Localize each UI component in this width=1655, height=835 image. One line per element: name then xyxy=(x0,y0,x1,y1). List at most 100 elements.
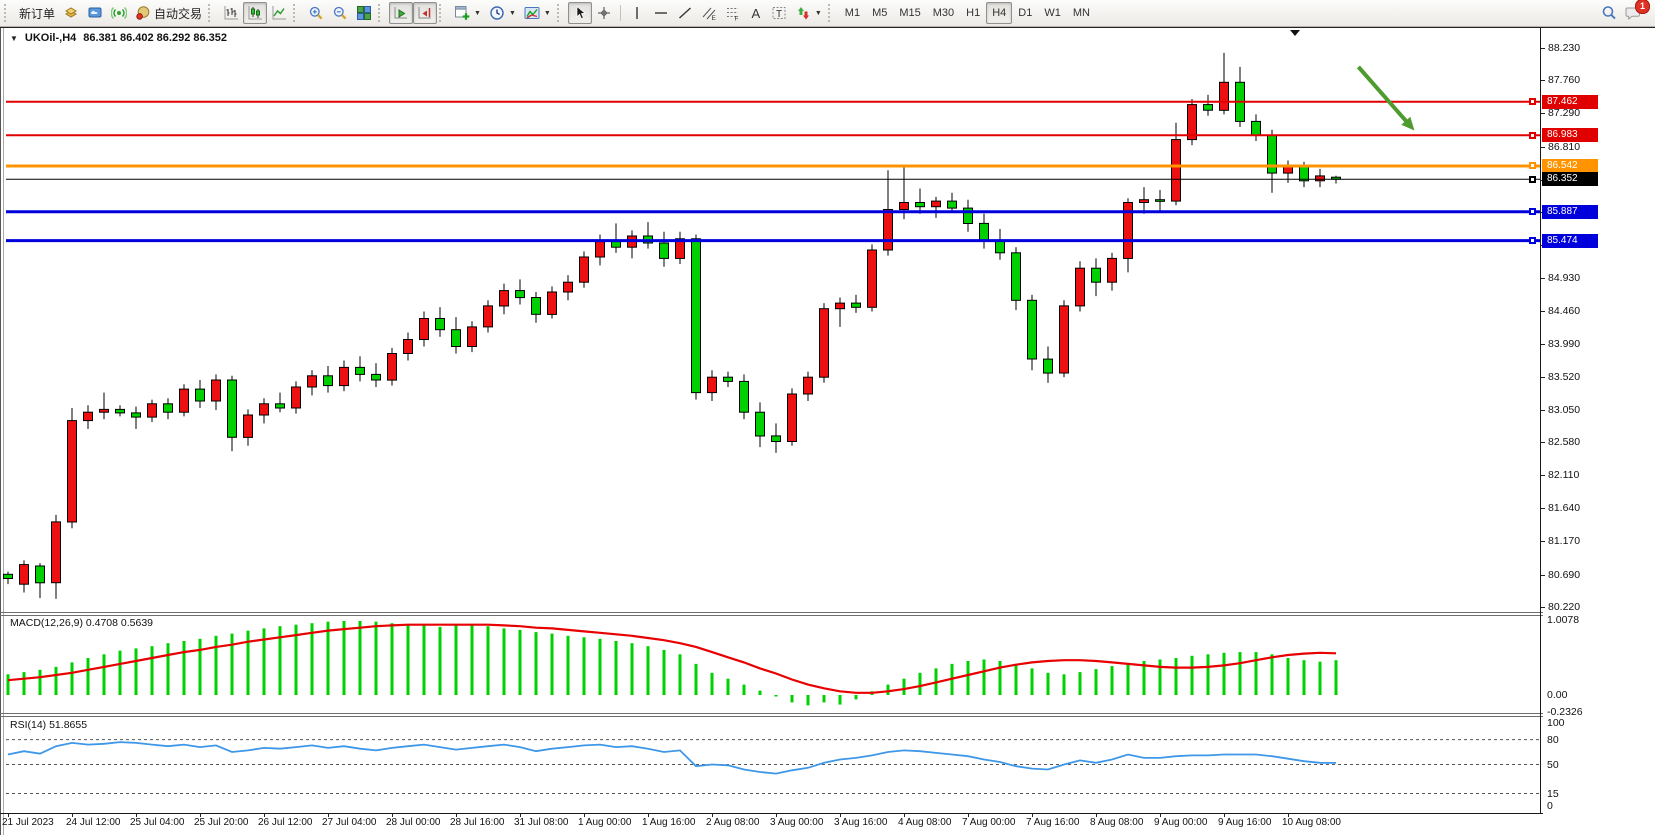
crosshair-button[interactable] xyxy=(592,2,616,24)
price-tick xyxy=(1541,113,1545,115)
price-line-anchor[interactable] xyxy=(1529,98,1536,106)
templates-button[interactable]: ▼ xyxy=(520,2,555,24)
timeframe-M1[interactable]: M1 xyxy=(844,7,861,19)
trendline-button[interactable] xyxy=(673,2,697,24)
toolbar-grip[interactable] xyxy=(439,4,446,22)
toolbar-grip[interactable] xyxy=(556,4,564,22)
candle-body xyxy=(1187,104,1197,141)
pane-splitter[interactable] xyxy=(0,615,1543,616)
zoom-in-button[interactable] xyxy=(304,2,328,24)
candle-body xyxy=(35,565,45,584)
community-button[interactable] xyxy=(83,2,107,24)
timeframe-M5[interactable]: M5 xyxy=(872,7,888,19)
annotation-arrow-shaft[interactable] xyxy=(1356,65,1411,126)
chart-bars-button[interactable] xyxy=(219,2,243,24)
price-line-anchor[interactable] xyxy=(1529,175,1536,183)
autotrading-label: 自动交易 xyxy=(154,6,203,21)
macd-label: MACD(12,26,9) 0.4708 0.5639 xyxy=(10,617,154,629)
time-axis-border xyxy=(0,813,1543,814)
price-line-badge: 86.983 xyxy=(1542,128,1598,143)
price-tick-label: 82.580 xyxy=(1548,436,1581,449)
rsi-pane[interactable] xyxy=(6,717,1540,813)
toolbar-grip[interactable] xyxy=(378,4,385,22)
toolbar-grip[interactable] xyxy=(293,4,300,22)
cursor-button[interactable] xyxy=(567,2,592,24)
price-tick-label: 82.110 xyxy=(1548,469,1580,482)
vertical-line-button[interactable] xyxy=(625,2,649,24)
pane-splitter[interactable] xyxy=(0,716,1543,717)
periods-button[interactable]: ▼ xyxy=(485,2,520,24)
collapse-triangle-icon[interactable]: ▼ xyxy=(10,33,18,43)
autotrading-button[interactable]: 自动交易 xyxy=(131,2,206,24)
price-line-anchor[interactable] xyxy=(1529,208,1536,216)
indicator-template-icon xyxy=(524,7,540,19)
new-order-label: 新订单 xyxy=(19,6,56,21)
channel-button[interactable]: E xyxy=(697,2,721,24)
price-tick xyxy=(1541,80,1545,82)
chart-line-button[interactable] xyxy=(267,2,291,24)
fibonacci-button[interactable]: F xyxy=(721,2,745,24)
chart-candles-button[interactable] xyxy=(243,2,268,24)
toolbar-grip[interactable] xyxy=(4,4,11,22)
candle-body xyxy=(867,249,877,308)
price-tick-label: 83.050 xyxy=(1548,403,1581,416)
search-icon xyxy=(1602,6,1616,20)
candle-body xyxy=(19,564,29,585)
timeframe-H4[interactable]: H4 xyxy=(986,2,1013,24)
time-tick xyxy=(8,813,9,817)
timeframe-M30[interactable]: M30 xyxy=(932,7,955,19)
macd-pane[interactable] xyxy=(6,615,1540,712)
notifications-button[interactable]: 1 xyxy=(1621,0,1650,24)
pane-splitter[interactable] xyxy=(0,713,1543,714)
new-chart-button[interactable]: ▼ xyxy=(450,2,485,24)
chart-shift-marker-icon[interactable] xyxy=(1290,30,1300,36)
price-tick-label: 81.170 xyxy=(1548,534,1581,547)
signals-button[interactable] xyxy=(107,2,131,24)
candle-body xyxy=(147,403,157,418)
text-button[interactable]: A xyxy=(745,2,767,24)
price-line-anchor[interactable] xyxy=(1529,162,1536,170)
pane-splitter[interactable] xyxy=(0,612,1543,613)
notification-badge: 1 xyxy=(1635,0,1650,14)
signal-icon xyxy=(111,6,128,20)
timeframe-W1[interactable]: W1 xyxy=(1044,7,1061,19)
candle-body xyxy=(307,375,317,388)
candle-body xyxy=(835,302,845,310)
vertical-line-icon xyxy=(636,7,638,19)
zoom-out-button[interactable] xyxy=(328,2,352,24)
timeframe-M15[interactable]: M15 xyxy=(899,7,921,19)
timeframe-MN[interactable]: MN xyxy=(1072,7,1090,19)
timeframe-H1[interactable]: H1 xyxy=(966,7,981,19)
candle-body xyxy=(1043,358,1053,374)
price-tick-label: 87.760 xyxy=(1548,74,1581,87)
timeframe-D1[interactable]: D1 xyxy=(1018,7,1033,19)
main-price-chart[interactable] xyxy=(3,29,1540,611)
shapes-button[interactable]: ▼ xyxy=(791,2,826,24)
time-axis-label: 28 Jul 16:00 xyxy=(450,817,505,828)
chart-shift-button[interactable] xyxy=(413,2,438,24)
current-price-badge: 86.352 xyxy=(1542,172,1598,187)
candle-body xyxy=(723,376,733,382)
horizontal-line-button[interactable] xyxy=(649,2,673,24)
candle-body xyxy=(259,403,269,416)
annotation-arrow-head[interactable] xyxy=(1401,116,1415,131)
chart-title: ▼ UKOil-,H4 86.381 86.402 86.292 86.352 xyxy=(10,32,227,44)
price-line-anchor[interactable] xyxy=(1529,131,1536,139)
candle-body xyxy=(1299,165,1309,182)
text-label-button[interactable]: T xyxy=(767,2,791,24)
time-axis-label: 1 Aug 00:00 xyxy=(578,817,632,828)
new-order-button[interactable]: 新订单 xyxy=(15,2,59,24)
text-icon: A xyxy=(751,5,761,21)
candle-body xyxy=(563,281,573,293)
search-button[interactable] xyxy=(1597,2,1621,24)
autoscroll-button[interactable] xyxy=(389,2,414,24)
time-tick xyxy=(392,813,393,817)
price-line-anchor[interactable] xyxy=(1529,237,1536,245)
gold-stack-icon xyxy=(65,7,77,18)
candle-body xyxy=(323,375,333,387)
toolbar-grip[interactable] xyxy=(208,4,215,22)
market-button[interactable] xyxy=(59,2,83,24)
toolbar-grip[interactable] xyxy=(827,4,835,22)
tile-windows-button[interactable] xyxy=(352,2,376,24)
candle-body xyxy=(435,318,445,331)
